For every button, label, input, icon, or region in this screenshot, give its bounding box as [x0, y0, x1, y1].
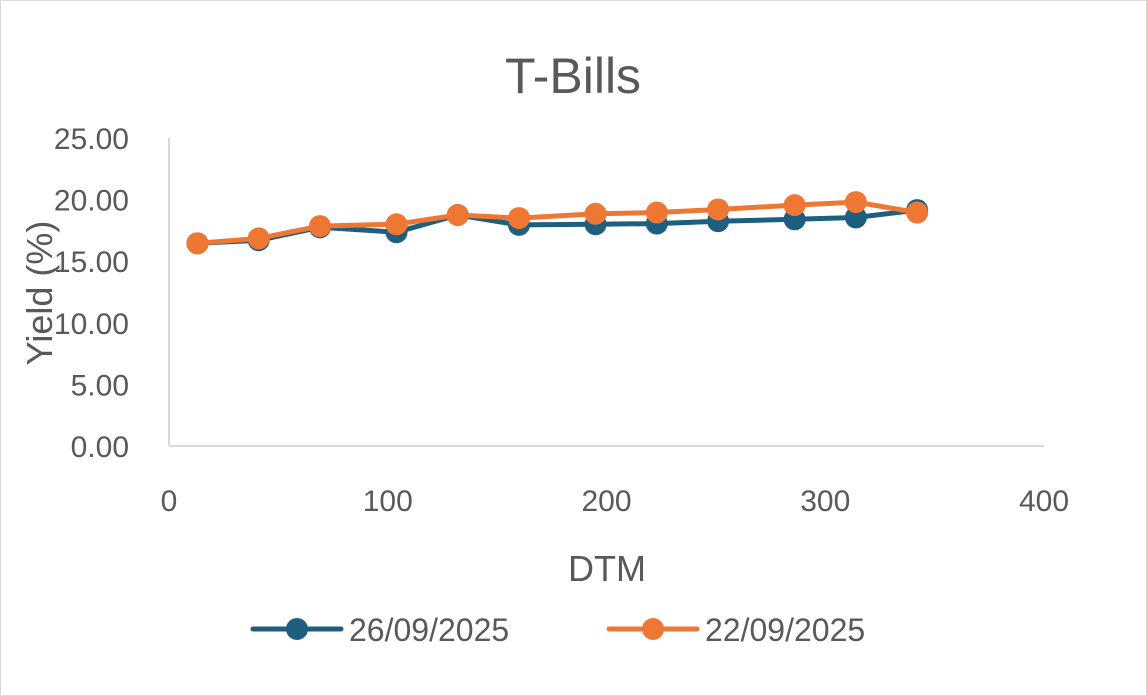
x-axis-title: DTM — [568, 548, 646, 589]
data-point — [446, 204, 469, 226]
plot-area — [186, 191, 929, 255]
data-point — [247, 227, 270, 250]
legend: 26/09/2025 22/09/2025 — [250, 612, 865, 648]
data-point — [308, 215, 331, 238]
y-tick-label: 20.00 — [54, 185, 129, 218]
chart-title: T-Bills — [505, 48, 641, 104]
data-point — [186, 232, 209, 255]
series-2 — [186, 191, 929, 255]
y-tick-label: 5.00 — [71, 369, 129, 402]
data-point — [844, 206, 867, 229]
x-tick-label: 400 — [1019, 485, 1069, 518]
y-axis-title: Yield (%) — [19, 221, 60, 366]
y-tick-label: 15.00 — [54, 246, 129, 279]
x-tick-label: 0 — [161, 485, 178, 518]
x-tick-label: 200 — [581, 485, 631, 518]
series-1 — [186, 199, 929, 255]
axes — [168, 138, 1044, 447]
y-tick-label: 25.00 — [54, 123, 129, 156]
x-tick-label: 300 — [800, 485, 850, 518]
y-tick-label: 0.00 — [71, 431, 129, 464]
data-point — [584, 202, 607, 225]
data-point — [783, 194, 806, 217]
data-point — [508, 207, 530, 230]
data-point — [385, 213, 408, 236]
legend-marker — [642, 618, 664, 640]
data-point — [645, 201, 668, 224]
data-point — [906, 201, 929, 224]
data-point — [844, 191, 867, 214]
y-tick-label: 10.00 — [54, 308, 129, 341]
legend-item: 26/09/2025 — [250, 612, 509, 648]
legend-label: 22/09/2025 — [705, 612, 865, 648]
legend-label: 26/09/2025 — [349, 612, 509, 648]
legend-item: 22/09/2025 — [606, 612, 865, 648]
data-point — [707, 198, 730, 221]
legend-marker — [286, 618, 308, 640]
x-tick-label: 100 — [363, 485, 413, 518]
tick-labels: 0.00 5.00 10.00 15.00 20.00 25.00 0 100 200 300 40… — [54, 123, 1069, 518]
